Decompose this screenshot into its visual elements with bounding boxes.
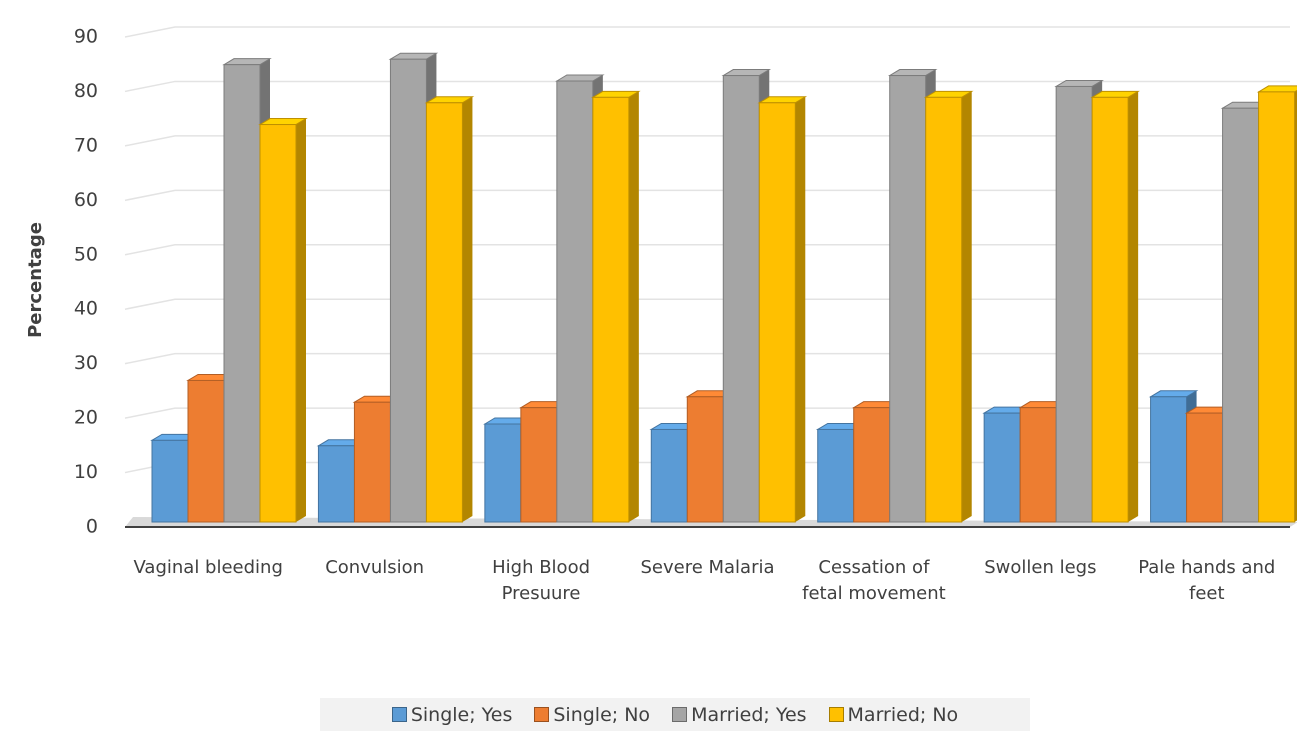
bar [1019,407,1057,523]
bar-side [1128,91,1139,522]
legend-swatch [672,707,688,722]
bar [1186,412,1224,523]
y-tick-label: 50 [74,243,98,265]
bar-side [462,96,473,523]
y-tick-label: 70 [74,134,98,156]
bar-side [628,91,639,522]
bar [722,75,760,523]
bar [650,428,688,523]
y-tick-label: 80 [74,80,98,102]
bar [817,428,855,523]
legend-item: Married; Yes [672,703,807,726]
legend-item: Single; Yes [391,703,513,726]
legend-swatch [828,707,844,722]
bar [889,75,927,523]
bar [425,102,463,523]
y-tick-label: 30 [74,352,98,374]
legend-label: Single; No [553,703,651,726]
bar [853,407,891,523]
x-tick-label: Pale hands and feet [1138,557,1276,604]
y-tick-label: 60 [74,189,98,211]
bar [1091,96,1129,523]
bar [223,64,261,523]
legend-swatch [391,707,407,722]
x-tick-label: Severe Malaria [640,557,775,578]
grid-line [124,26,1290,38]
bar [187,379,225,523]
x-tick-label: Convulsion [325,557,425,578]
y-tick-label: 0 [86,516,98,538]
x-tick-label: Swollen legs [984,557,1097,578]
bar [556,80,594,523]
bar [686,396,724,523]
y-axis-label: Percentage [25,222,46,338]
y-tick-label: 40 [74,298,98,320]
bar [1258,91,1296,523]
legend-swatch [534,707,550,722]
y-tick-label: 20 [74,407,98,429]
x-tick-label: High Blood Presuure [492,557,591,604]
bar [1055,85,1093,523]
legend-label: Single; Yes [410,703,513,726]
x-tick-label: Cessation of fetal movement [802,557,946,604]
bar [317,445,355,523]
bar-side [795,96,806,523]
y-tick-label: 90 [74,26,98,48]
legend-item: Single; No [534,704,650,726]
bar-side [961,91,972,522]
legend: Single; Yes Single; No Married; Yes Married… [320,698,1030,731]
bar [758,102,796,523]
x-tick-label: Vaginal bleeding [133,557,283,578]
bar [983,412,1021,523]
y-tick-label: 10 [74,461,98,483]
legend-item: Married; No [828,703,959,726]
bar-side [1294,90,1297,522]
grid-line [124,80,1290,93]
bar [592,96,630,523]
bar [259,124,297,523]
bar [925,96,963,523]
bar-side [296,118,306,523]
bar [1150,396,1188,523]
bar [353,401,391,523]
bar [389,58,427,523]
bar [484,423,522,523]
legend-label: Married; No [847,703,959,726]
bar-top [1256,85,1297,93]
legend-label: Married; Yes [691,703,807,726]
bar [1222,107,1260,523]
bar [151,439,189,523]
bar [520,407,558,523]
